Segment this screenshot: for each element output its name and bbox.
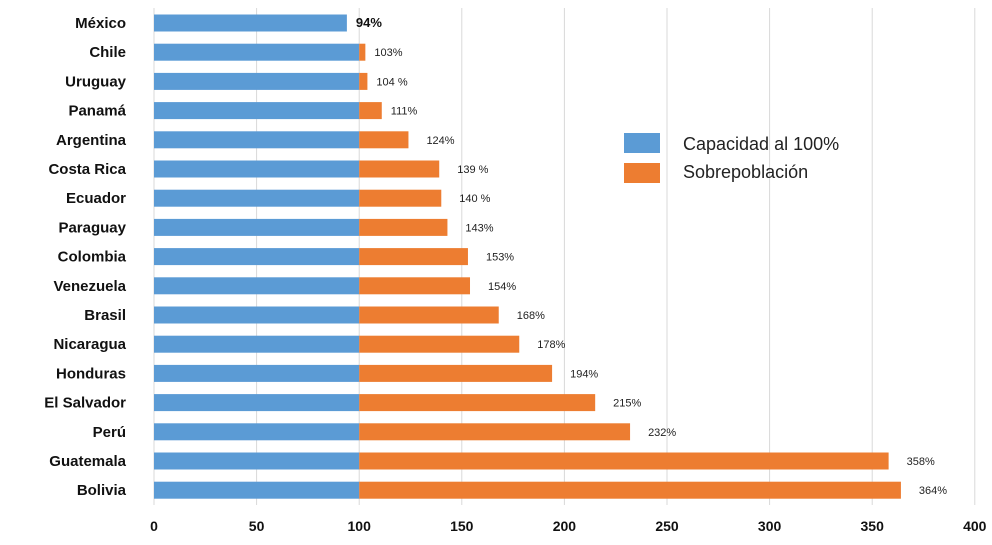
category-label: Ecuador — [66, 190, 126, 207]
category-label: Honduras — [56, 365, 126, 382]
x-tick-label: 200 — [553, 518, 577, 534]
data-label: 232% — [648, 427, 676, 439]
category-label: Guatemala — [49, 453, 126, 470]
bar-capacidad — [154, 335, 360, 353]
x-tick-label: 0 — [150, 518, 158, 534]
bars — [154, 14, 901, 499]
legend: Capacidad al 100% Sobrepoblación — [624, 133, 839, 183]
bar-sobrepoblacion — [359, 218, 448, 236]
legend-label-capacidad: Capacidad al 100% — [683, 134, 839, 154]
bar-sobrepoblacion — [359, 452, 889, 470]
bar-capacidad — [154, 14, 347, 32]
bar-sobrepoblacion — [359, 189, 442, 207]
bar-capacidad — [154, 423, 360, 441]
category-label: Perú — [93, 424, 126, 441]
bar-sobrepoblacion — [359, 72, 368, 90]
data-label: 139 % — [457, 164, 488, 176]
data-label: 111% — [391, 106, 418, 118]
bar-sobrepoblacion — [359, 160, 440, 178]
data-label: 154% — [488, 281, 516, 293]
data-label: 94% — [356, 15, 382, 30]
bar-sobrepoblacion — [359, 481, 901, 499]
category-label: Chile — [89, 44, 126, 61]
legend-swatch-sobrepoblacion — [624, 163, 660, 183]
category-label: Uruguay — [65, 73, 127, 90]
x-tick-label: 100 — [348, 518, 372, 534]
bar-sobrepoblacion — [359, 394, 596, 412]
data-label: 194% — [570, 368, 598, 380]
data-labels: 94% 103% 104 % 111% 124% 139 % 140 % 143% 153% 15… — [356, 15, 947, 497]
category-label: El Salvador — [44, 395, 126, 412]
bar-sobrepoblacion — [359, 43, 366, 61]
bar-sobrepoblacion — [359, 277, 471, 295]
bar-sobrepoblacion — [359, 364, 553, 382]
bar-capacidad — [154, 452, 360, 470]
category-label: Nicaragua — [53, 336, 126, 353]
bar-capacidad — [154, 306, 360, 324]
legend-swatch-capacidad — [624, 133, 660, 153]
x-axis-ticks: 0 50 100 150 200 250 300 350 400 — [150, 518, 987, 534]
data-label: 140 % — [459, 193, 490, 205]
bar-sobrepoblacion — [359, 423, 631, 441]
data-label: 104 % — [376, 76, 407, 88]
bar-capacidad — [154, 160, 360, 178]
bar-sobrepoblacion — [359, 102, 382, 120]
bar-capacidad — [154, 189, 360, 207]
category-label: Bolivia — [77, 482, 127, 499]
data-label: 103% — [374, 47, 402, 59]
bar-sobrepoblacion — [359, 131, 409, 149]
category-label: Panamá — [68, 103, 126, 120]
x-tick-label: 350 — [861, 518, 885, 534]
bar-capacidad — [154, 364, 360, 382]
bar-capacidad — [154, 131, 360, 149]
data-label: 178% — [537, 339, 565, 351]
data-label: 215% — [613, 398, 641, 410]
bar-sobrepoblacion — [359, 335, 520, 353]
category-label: Paraguay — [58, 219, 126, 236]
category-label: Colombia — [58, 249, 127, 266]
bar-capacidad — [154, 277, 360, 295]
bar-capacidad — [154, 43, 360, 61]
x-tick-label: 150 — [450, 518, 474, 534]
legend-label-sobrepoblacion: Sobrepoblación — [683, 162, 808, 182]
category-label: Venezuela — [53, 278, 126, 295]
x-tick-label: 300 — [758, 518, 782, 534]
bar-capacidad — [154, 481, 360, 499]
x-tick-label: 50 — [249, 518, 265, 534]
category-label: Costa Rica — [48, 161, 126, 178]
x-tick-label: 400 — [963, 518, 987, 534]
data-label: 153% — [486, 252, 514, 264]
bar-capacidad — [154, 102, 360, 120]
bar-capacidad — [154, 72, 360, 90]
data-label: 358% — [907, 456, 935, 468]
bar-capacidad — [154, 394, 360, 412]
category-labels: México Chile Uruguay Panamá Argentina Costa R… — [44, 15, 126, 499]
data-label: 143% — [465, 222, 493, 234]
bar-sobrepoblacion — [359, 248, 468, 266]
category-label: México — [75, 15, 126, 32]
x-tick-label: 250 — [655, 518, 679, 534]
data-label: 364% — [919, 485, 947, 497]
category-label: Argentina — [56, 132, 127, 149]
gridlines — [153, 8, 976, 505]
bar-sobrepoblacion — [359, 306, 499, 324]
data-label: 168% — [517, 310, 545, 322]
category-label: Brasil — [84, 307, 126, 324]
data-label: 124% — [426, 135, 454, 147]
bar-capacidad — [154, 248, 360, 266]
bar-capacidad — [154, 218, 360, 236]
